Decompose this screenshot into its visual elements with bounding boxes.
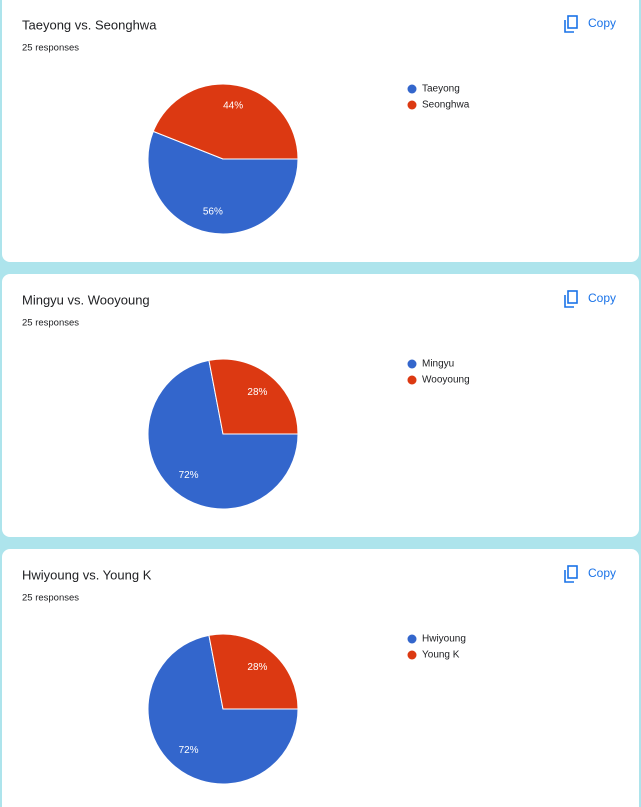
copy-icon (564, 20, 574, 33)
pie-slice (208, 358, 299, 435)
copy-button[interactable]: Copy (564, 15, 616, 33)
copy-icon (567, 290, 578, 304)
copy-icon (564, 295, 574, 308)
copy-label[interactable]: Copy (588, 566, 616, 580)
legend-label: Taeyong (422, 84, 460, 95)
response-count: 25 responses (22, 43, 79, 54)
legend-label: Mingyu (422, 359, 454, 370)
card (2, 274, 639, 537)
slice-label: 72% (179, 470, 199, 481)
question-title: Mingyu vs. Wooyoung (22, 292, 150, 307)
legend-swatch (407, 84, 417, 94)
slice-label: 28% (247, 662, 267, 673)
pie-slice (147, 634, 299, 785)
slice-label: 72% (179, 745, 199, 756)
legend-swatch (407, 650, 417, 660)
pie-slice (147, 359, 299, 510)
copy-icon (567, 565, 578, 579)
copy-label[interactable]: Copy (588, 291, 616, 305)
pie-slice (208, 633, 299, 710)
copy-button[interactable]: Copy (564, 565, 616, 583)
slice-label: 44% (223, 101, 243, 112)
card (2, 0, 639, 262)
legend-swatch (407, 100, 417, 110)
legend-label: Young K (422, 650, 460, 661)
copy-icon (567, 15, 578, 29)
copy-button[interactable]: Copy (564, 290, 616, 308)
pie-slice (152, 83, 299, 160)
card (2, 549, 639, 807)
slice-label: 56% (203, 207, 223, 218)
question-title: Taeyong vs. Seonghwa (22, 17, 157, 32)
pie-slice (147, 130, 299, 235)
legend-label: Seonghwa (422, 100, 470, 111)
legend-label: Hwiyoung (422, 634, 466, 645)
legend-swatch (407, 375, 417, 385)
legend-swatch (407, 359, 417, 369)
slice-label: 28% (247, 387, 267, 398)
legend-swatch (407, 634, 417, 644)
copy-icon (564, 570, 574, 583)
response-count: 25 responses (22, 593, 79, 604)
copy-label[interactable]: Copy (588, 16, 616, 30)
question-title: Hwiyoung vs. Young K (22, 567, 152, 582)
response-count: 25 responses (22, 318, 79, 329)
legend-label: Wooyoung (422, 375, 470, 386)
